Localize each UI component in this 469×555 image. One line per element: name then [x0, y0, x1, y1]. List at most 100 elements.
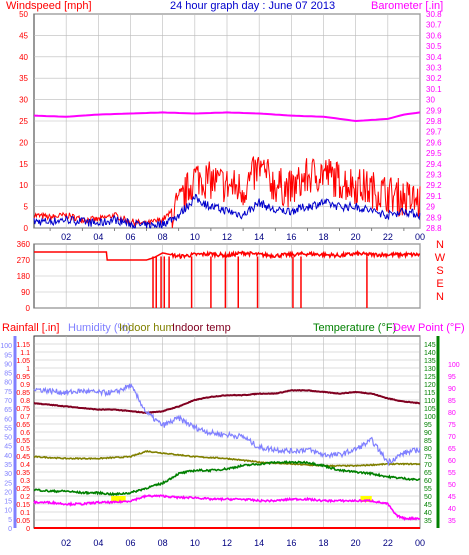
temperature-tick-label: 65: [424, 470, 432, 477]
compass-label: W: [435, 252, 446, 264]
compass-label: N: [436, 239, 444, 251]
temperature-tick-label: 50: [424, 494, 432, 501]
dew-point-tick-label: 40: [448, 506, 456, 513]
series-wind-direction: [34, 249, 421, 261]
temperature-tick-label: 145: [424, 342, 436, 349]
y2-tick-label: 30.7: [426, 21, 442, 30]
y2-tick-label: 29.2: [426, 181, 442, 190]
series-humidity: [33, 383, 421, 467]
legend-dew-point: Dew Point (°F): [393, 322, 465, 334]
x-tick-label: 20: [351, 538, 361, 548]
x-tick-label: 10: [190, 232, 200, 242]
sunshine-mark: [360, 496, 372, 502]
rain-tick-label: 0.55: [16, 438, 30, 445]
humidity-tick-label: 70: [4, 398, 12, 405]
humidity-tick-label: 15: [4, 499, 12, 506]
temperature-tick-label: 140: [424, 350, 436, 357]
series-barometer: [33, 111, 421, 123]
temperature-tick-label: 60: [424, 478, 432, 485]
x-tick-label: 02: [61, 538, 71, 548]
temperature-tick-label: 130: [424, 366, 436, 373]
x-tick-label: 12: [222, 538, 232, 548]
humidity-tick-label: 80: [4, 380, 12, 387]
legend-rainfall: Rainfall [.in]: [2, 322, 59, 334]
dew-point-tick-label: 85: [448, 398, 456, 405]
rain-tick-label: 0.05: [16, 518, 30, 525]
temperature-tick-label: 120: [424, 382, 436, 389]
y2-tick-label: 29.5: [426, 149, 442, 158]
dew-point-tick-label: 75: [448, 422, 456, 429]
y2-tick-label: 30.5: [426, 42, 442, 51]
y2-tick-label: 30.6: [426, 31, 442, 40]
x-tick-label: 16: [286, 232, 296, 242]
dew-point-tick-label: 55: [448, 470, 456, 477]
temperature-tick-label: 85: [424, 438, 432, 445]
dew-point-tick-label: 100: [448, 362, 460, 369]
dew-point-tick-label: 90: [448, 386, 456, 393]
y2-tick-label: 29.7: [426, 128, 442, 137]
y2-tick-label: 29.1: [426, 192, 442, 201]
legend-indoor-hum: Indoor hum: [119, 322, 175, 334]
rain-tick-label: 0.15: [16, 502, 30, 509]
series-temperature: [33, 460, 421, 497]
rain-tick-label: 0.35: [16, 470, 30, 477]
rain-tick-label: 0.25: [16, 486, 30, 493]
x-tick-label: 08: [158, 538, 168, 548]
barometer-axis-title: Barometer [.in]: [371, 0, 443, 12]
temperature-tick-label: 80: [424, 446, 432, 453]
x-tick-label: 12: [222, 232, 232, 242]
series-wind-average: [33, 193, 421, 230]
y-tick-label: 90: [21, 288, 30, 297]
humidity-tick-label: 10: [4, 508, 12, 515]
humidity-tick-label: 25: [4, 480, 12, 487]
humidity-tick-label: 85: [4, 371, 12, 378]
legend-humidity: Humidity (%): [68, 322, 131, 334]
x-tick-label: 06: [125, 538, 135, 548]
rain-tick-label: 0.4: [20, 462, 30, 469]
humidity-tick-label: 75: [4, 389, 12, 396]
y2-tick-label: 30.4: [426, 53, 442, 62]
rain-tick-label: 1.15: [16, 342, 30, 349]
x-tick-label: 04: [93, 538, 103, 548]
y2-tick-label: 29: [426, 203, 435, 212]
rain-tick-label: 0.9: [20, 382, 30, 389]
humidity-tick-label: 5: [8, 517, 12, 524]
x-tick-label: 20: [351, 232, 361, 242]
temperature-tick-label: 105: [424, 406, 436, 413]
dew-point-tick-label: 70: [448, 434, 456, 441]
y-tick-label: 0: [24, 224, 29, 233]
windspeed-axis-title: Windspeed [mph]: [6, 0, 92, 12]
dew-point-tick-label: 95: [448, 374, 456, 381]
y-tick-label: 10: [19, 181, 28, 190]
y2-tick-label: 29.4: [426, 160, 442, 169]
y-tick-label: 30: [19, 96, 28, 105]
dew-point-tick-label: 50: [448, 482, 456, 489]
x-tick-label: 14: [254, 538, 264, 548]
humidity-tick-label: 55: [4, 425, 12, 432]
humidity-tick-label: 45: [4, 444, 12, 451]
x-tick-label: 22: [383, 538, 393, 548]
y2-tick-label: 29.9: [426, 106, 442, 115]
y-tick-label: 15: [19, 160, 28, 169]
temperature-tick-label: 110: [424, 398, 435, 405]
rain-tick-label: 0.3: [20, 478, 30, 485]
y-tick-label: 40: [19, 53, 28, 62]
temperature-tick-label: 135: [424, 358, 436, 365]
dew-point-tick-label: 60: [448, 458, 456, 465]
temperature-tick-label: 100: [424, 414, 436, 421]
y-tick-label: 180: [17, 272, 31, 281]
humidity-tick-label: 60: [4, 416, 12, 423]
x-tick-label: 02: [61, 232, 71, 242]
x-tick-label: 14: [254, 232, 264, 242]
humidity-tick-label: 35: [4, 462, 12, 469]
temperature-tick-label: 45: [424, 502, 432, 509]
temperature-tick-label: 75: [424, 454, 432, 461]
y2-tick-label: 30: [426, 96, 435, 105]
dew-point-tick-label: 65: [448, 446, 456, 453]
sunshine-mark: [111, 496, 126, 502]
chart-title: 24 hour graph day : June 07 2013: [170, 0, 335, 12]
rain-tick-label: 0.8: [20, 398, 30, 405]
series-wind-gust: [33, 156, 421, 229]
